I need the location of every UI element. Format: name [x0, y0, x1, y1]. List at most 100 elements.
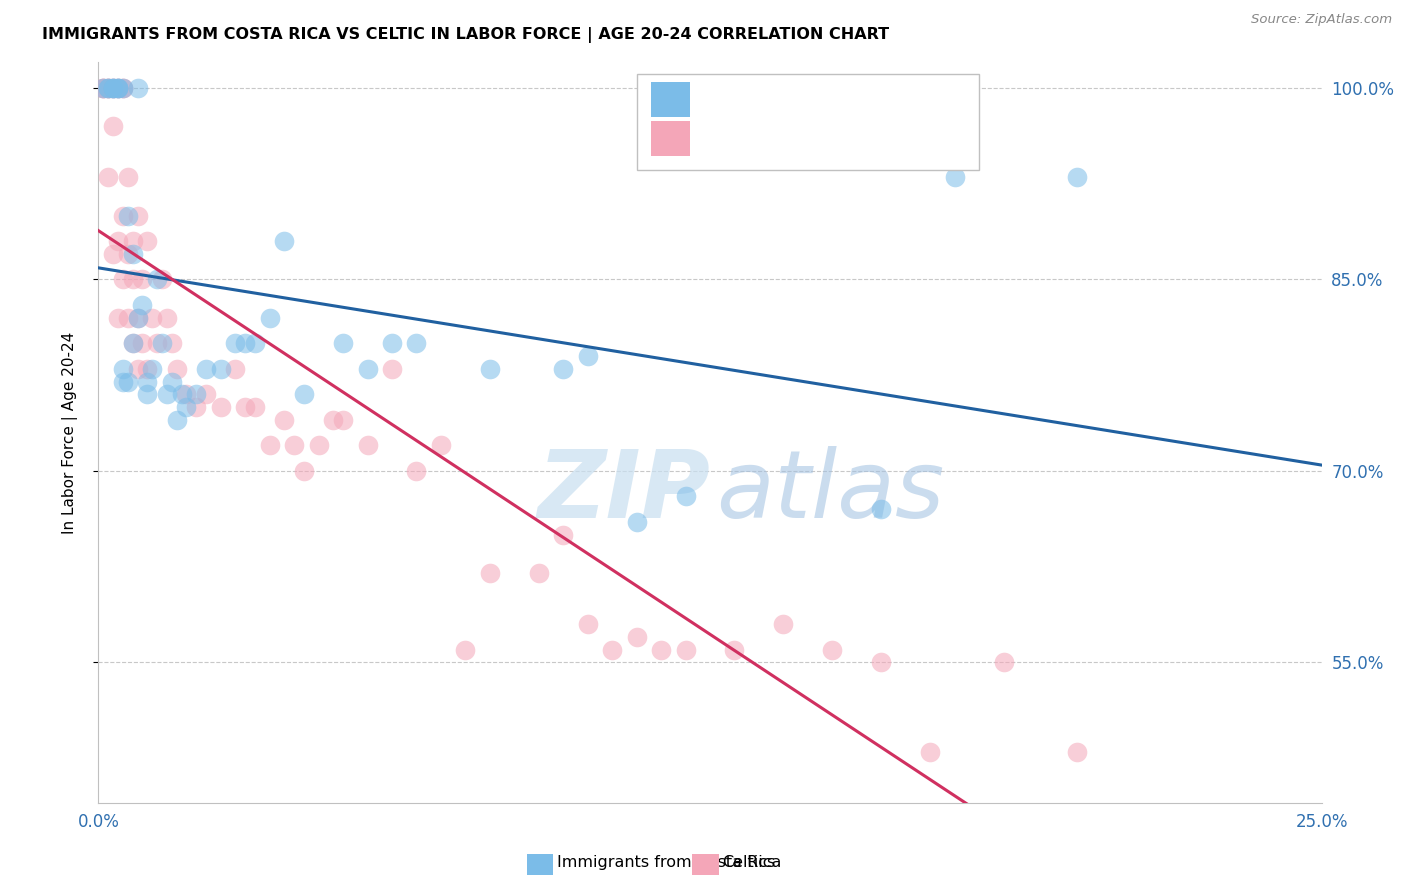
Point [117, 310, 139, 325]
Point [146, 336, 169, 351]
Point [870, 656, 893, 670]
Point [243, 336, 266, 351]
Point [626, 630, 648, 644]
Point [170, 387, 193, 401]
Point [117, 375, 139, 389]
Point [117, 209, 139, 223]
Point [381, 361, 404, 376]
Point [101, 81, 124, 95]
Point [176, 400, 198, 414]
Point [870, 502, 893, 516]
Text: Celtics: Celtics [723, 855, 776, 870]
Point [136, 375, 159, 389]
Point [111, 375, 134, 389]
Point [127, 361, 149, 376]
Point [160, 375, 183, 389]
Point [111, 209, 134, 223]
Point [121, 247, 143, 261]
Point [150, 336, 173, 351]
Point [478, 361, 501, 376]
Point [943, 170, 966, 185]
Point [121, 234, 143, 248]
Point [356, 361, 378, 376]
Point [111, 81, 134, 95]
Point [332, 336, 354, 351]
Point [233, 400, 256, 414]
Point [97, 81, 120, 95]
Point [209, 361, 232, 376]
Point [107, 234, 129, 248]
Text: Immigrants from Costa Rica: Immigrants from Costa Rica [557, 855, 782, 870]
Point [97, 81, 120, 95]
Point [405, 336, 427, 351]
Point [675, 490, 697, 504]
Point [322, 413, 344, 427]
Text: ZIP: ZIP [537, 446, 710, 538]
Point [136, 234, 159, 248]
Point [821, 642, 844, 657]
Point [553, 361, 575, 376]
Point [1066, 745, 1088, 759]
Point [993, 656, 1015, 670]
Text: R = 0.435   N = 50: R = 0.435 N = 50 [704, 90, 875, 109]
Point [131, 336, 153, 351]
Text: IMMIGRANTS FROM COSTA RICA VS CELTIC IN LABOR FORCE | AGE 20-24 CORRELATION CHAR: IMMIGRANTS FROM COSTA RICA VS CELTIC IN … [42, 27, 890, 43]
Point [97, 81, 120, 95]
Point [292, 387, 315, 401]
Point [121, 336, 143, 351]
Point [121, 272, 143, 286]
Point [332, 413, 354, 427]
Point [166, 361, 188, 376]
Point [141, 310, 163, 325]
Point [101, 81, 124, 95]
Point [91, 81, 114, 95]
Point [273, 413, 295, 427]
Point [430, 438, 453, 452]
Point [91, 81, 114, 95]
Point [101, 247, 124, 261]
Point [243, 400, 266, 414]
Point [111, 361, 134, 376]
Point [156, 387, 179, 401]
Point [553, 527, 575, 541]
Point [576, 349, 599, 363]
Point [675, 642, 697, 657]
FancyBboxPatch shape [651, 121, 690, 156]
Point [527, 566, 550, 580]
Point [97, 81, 120, 95]
Point [176, 387, 198, 401]
Point [209, 400, 232, 414]
Point [127, 81, 149, 95]
Point [160, 336, 183, 351]
Point [195, 361, 218, 376]
Point [156, 310, 179, 325]
FancyBboxPatch shape [637, 73, 979, 169]
Point [107, 81, 129, 95]
Point [600, 642, 623, 657]
Point [723, 642, 745, 657]
Point [141, 361, 163, 376]
Point [166, 413, 188, 427]
Point [150, 272, 173, 286]
Point [626, 515, 648, 529]
Point [356, 438, 378, 452]
Point [233, 336, 256, 351]
Point [127, 209, 149, 223]
Point [97, 81, 120, 95]
Point [224, 361, 246, 376]
Point [224, 336, 246, 351]
Point [650, 642, 672, 657]
Point [111, 81, 134, 95]
Point [259, 438, 281, 452]
Point [186, 400, 208, 414]
Point [136, 361, 159, 376]
Point [186, 387, 208, 401]
Point [920, 745, 942, 759]
Point [101, 81, 124, 95]
Point [107, 81, 129, 95]
Point [195, 387, 218, 401]
Point [478, 566, 501, 580]
Point [117, 170, 139, 185]
Point [91, 81, 114, 95]
FancyBboxPatch shape [692, 854, 718, 875]
